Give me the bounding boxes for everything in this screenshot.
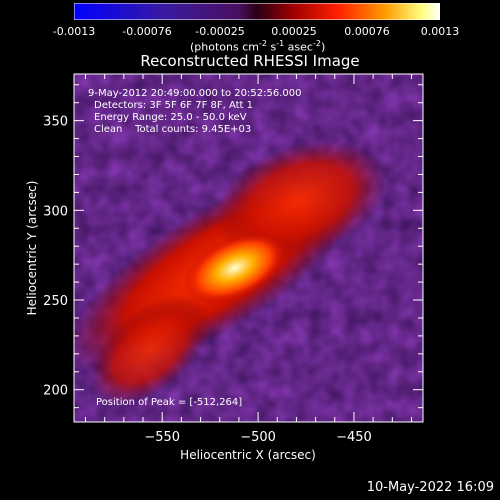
colorbar-tick: 0.00076 xyxy=(344,25,390,38)
colorbar-tick: 0.00025 xyxy=(271,25,317,38)
colorbar xyxy=(74,3,440,20)
time-range: 9-May-2012 20:49:00.000 to 20:52:56.000 xyxy=(88,88,302,99)
timestamp: 10-May-2022 16:09 xyxy=(366,480,494,495)
x-tick-label: −450 xyxy=(336,430,372,445)
colorbar-tick: -0.00025 xyxy=(195,25,245,38)
y-axis: 200 250 300 350 xyxy=(43,84,423,409)
energy-range: Energy Range: 25.0 - 50.0 keV xyxy=(94,112,247,123)
x-axis-label: Heliocentric X (arcsec) xyxy=(180,448,316,462)
chart-title: Reconstructed RHESSI Image xyxy=(140,52,360,70)
image-area xyxy=(74,74,423,422)
plot-frame xyxy=(73,73,424,423)
peak-position: Position of Peak = [-512,264] xyxy=(96,397,243,408)
clean-total-counts: Clean Total counts: 9.45E+03 xyxy=(94,124,252,135)
x-tick-label: −550 xyxy=(144,430,180,445)
y-tick-label: 300 xyxy=(43,204,68,219)
detectors-info: Detectors: 3F 5F 6F 7F 8F, Att 1 xyxy=(94,100,254,111)
x-tick-label: −500 xyxy=(240,430,276,445)
x-axis: −550 −500 −450 xyxy=(85,74,412,445)
y-tick-label: 200 xyxy=(43,384,68,399)
colorbar-tick: 0.0013 xyxy=(420,25,460,38)
colorbar-tick: -0.00076 xyxy=(122,25,172,38)
colorbar-tick: -0.0013 xyxy=(52,25,96,38)
colorbar-unit: (photons cm-2 s-1 asec-2) xyxy=(190,39,326,54)
y-tick-label: 350 xyxy=(43,115,68,130)
y-axis-label: Heliocentric Y (arcsec) xyxy=(25,181,39,316)
y-tick-label: 250 xyxy=(43,294,68,309)
